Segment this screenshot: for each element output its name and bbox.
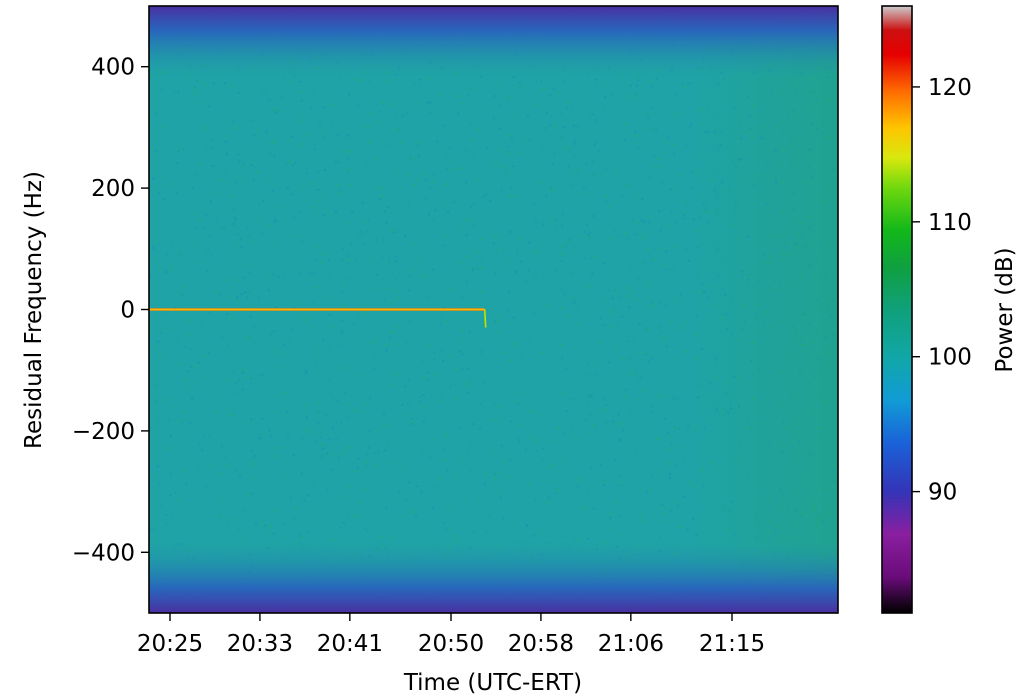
x-tick-label: 21:06 [598,631,664,657]
y-axis-label: Residual Frequency (Hz) [21,171,47,449]
x-tick-label: 21:15 [699,631,765,657]
spectrogram-right-band [690,6,838,613]
x-tick-label: 20:41 [317,631,383,657]
x-tick-label: 20:50 [418,631,484,657]
y-tick-label: 400 [91,55,135,81]
x-tick-label: 20:33 [227,631,293,657]
spectrogram-top-rolloff [149,6,838,78]
colorbar-tick-label: 120 [928,75,972,101]
y-axis-ticks: 400 200 0 −200 −400 [72,55,149,566]
spectrogram-bottom-rolloff [149,541,838,613]
x-axis-ticks: 20:25 20:33 20:41 20:50 20:58 21:06 21:15 [137,613,765,657]
spectrogram-plot-area [149,6,838,613]
y-tick-label: 0 [120,298,135,324]
colorbar-label: Power (dB) [992,247,1018,372]
x-axis-label: Time (UTC-ERT) [403,670,582,696]
colorbar: 120 110 100 90 Power (dB) [881,5,1018,614]
x-tick-label: 20:58 [508,631,574,657]
y-tick-label: −200 [72,419,135,445]
y-tick-label: 200 [91,176,135,202]
colorbar-tick-label: 90 [928,480,957,506]
colorbar-ticks: 120 110 100 90 [912,75,972,506]
carrier-tone-layer [149,308,487,328]
colorbar-gradient [881,5,913,614]
y-tick-label: −400 [72,540,135,566]
x-tick-label: 20:25 [137,631,203,657]
colorbar-tick-label: 100 [928,345,972,371]
carrier-tone-drift-tail [483,309,487,328]
colorbar-tick-label: 110 [928,210,972,236]
